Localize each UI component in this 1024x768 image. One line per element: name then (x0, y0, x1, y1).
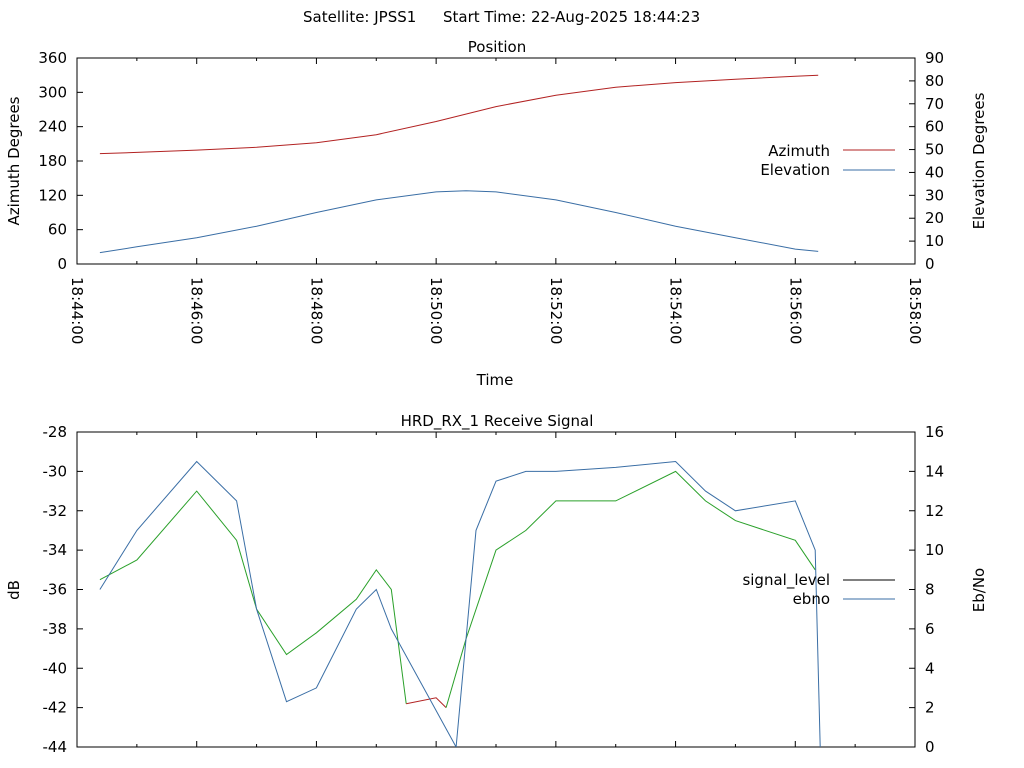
signal-level-line-low (406, 697, 447, 708)
ebno-tick-label-8: 16 (925, 423, 944, 441)
receive-signal-chart: HRD_RX_1 Receive Signal dB Eb/No -44-42-… (5, 412, 988, 756)
elevation-tick-label-3: 30 (925, 186, 944, 204)
azimuth-tick-label-5: 300 (38, 83, 67, 101)
time-xtick-label-7: 18:58:00 (906, 277, 924, 344)
time-xtick-label-0: 18:44:00 (68, 277, 86, 344)
ebno-axis-label: Eb/No (970, 568, 988, 612)
receive-plot-frame (76, 431, 916, 748)
time-xtick-label-1: 18:46:00 (188, 277, 206, 344)
db-tick-label-8: -28 (43, 423, 68, 441)
ebno-tick-label-4: 8 (925, 581, 935, 599)
time-ticks: 18:44:00 18:46:00 18:48:00 18:50:00 18:52:00… (68, 58, 924, 344)
azimuth-tick-label-0: 0 (57, 255, 67, 273)
azimuth-ticks: 0 60 120 180 240 300 360 (38, 49, 83, 273)
time-xtick-label-2: 18:48:00 (307, 277, 325, 344)
azimuth-tick-label-4: 240 (38, 118, 67, 136)
azimuth-axis-label: Azimuth Degrees (5, 96, 23, 225)
position-legend: Azimuth Elevation (760, 142, 895, 179)
db-tick-label-5: -34 (43, 541, 68, 559)
time-xtick-label-4: 18:52:00 (547, 277, 565, 344)
db-axis-label: dB (5, 580, 23, 600)
azimuth-tick-label-2: 120 (38, 186, 67, 204)
ebno-tick-label-6: 12 (925, 502, 944, 520)
time-xtick-label-5: 18:54:00 (667, 277, 685, 344)
elevation-ticks: 0 10 20 30 40 50 60 70 80 90 (909, 49, 944, 273)
elevation-tick-label-1: 10 (925, 232, 944, 250)
azimuth-tick-label-3: 180 (38, 152, 67, 170)
header-start-time: Start Time: 22-Aug-2025 18:44:23 (443, 8, 700, 26)
header-satellite: Satellite: JPSS1 (303, 8, 416, 26)
elevation-tick-label-4: 40 (925, 163, 944, 181)
elevation-tick-label-9: 90 (925, 49, 944, 67)
ebno-tick-label-1: 2 (925, 699, 935, 717)
ebno-tick-label-0: 0 (925, 738, 935, 756)
time-xtick-label-6: 18:56:00 (786, 277, 804, 344)
elevation-tick-label-0: 0 (925, 255, 935, 273)
db-tick-label-0: -44 (43, 738, 68, 756)
legend-label-signal-level: signal_level (742, 571, 830, 590)
db-tick-label-6: -32 (43, 502, 68, 520)
elevation-axis-label: Elevation Degrees (970, 92, 988, 229)
elevation-tick-label-6: 60 (925, 118, 944, 136)
db-tick-label-3: -38 (43, 620, 68, 638)
db-tick-label-1: -42 (43, 699, 68, 717)
position-chart: Position Azimuth Degrees Elevation Degre… (5, 38, 988, 389)
ebno-ticks: 0 2 4 6 8 10 12 14 16 (909, 423, 944, 756)
db-tick-label-2: -40 (43, 659, 68, 677)
elevation-tick-label-7: 70 (925, 95, 944, 113)
elevation-line (99, 190, 819, 254)
elevation-tick-label-2: 20 (925, 209, 944, 227)
receive-time-ticks (76, 432, 916, 747)
db-tick-label-4: -36 (43, 581, 68, 599)
ebno-tick-label-7: 14 (925, 462, 944, 480)
signal-level-line-b (445, 470, 816, 708)
position-chart-title: Position (468, 38, 526, 56)
azimuth-tick-label-6: 360 (38, 49, 67, 67)
legend-label-azimuth: Azimuth (768, 142, 830, 160)
elevation-tick-label-8: 80 (925, 72, 944, 90)
ebno-tick-label-3: 6 (925, 620, 935, 638)
ebno-line-group (99, 460, 821, 747)
receive-signal-title: HRD_RX_1 Receive Signal (401, 412, 594, 431)
position-series (99, 74, 819, 254)
time-axis-label: Time (476, 371, 514, 389)
elevation-tick-label-5: 50 (925, 141, 944, 159)
ebno-line (99, 460, 821, 747)
receive-series (99, 460, 821, 747)
receive-legend: signal_level ebno (742, 571, 895, 608)
time-xtick-label-3: 18:50:00 (427, 277, 445, 344)
azimuth-line (99, 74, 819, 155)
legend-label-ebno: ebno (793, 590, 830, 608)
db-ticks: -44 -42 -40 -38 -36 -34 -32 -30 -28 (43, 423, 83, 756)
signal-level-line-a (99, 490, 407, 704)
azimuth-tick-label-1: 60 (48, 221, 67, 239)
db-tick-label-7: -30 (43, 462, 68, 480)
ebno-tick-label-5: 10 (925, 541, 944, 559)
ebno-tick-label-2: 4 (925, 659, 935, 677)
legend-label-elevation: Elevation (760, 161, 830, 179)
